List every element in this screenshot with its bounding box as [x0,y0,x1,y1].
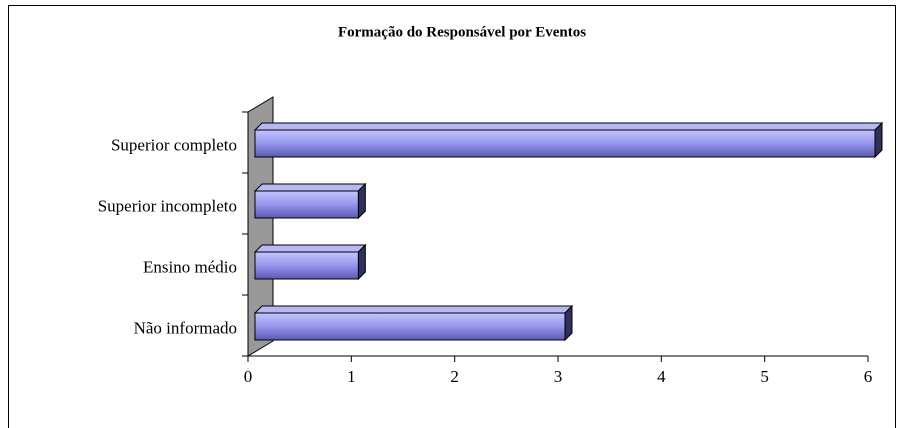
bar-top [253,305,574,314]
x-tick-label: 2 [450,367,459,386]
y-tick-label: Superior completo [111,135,237,154]
bar-top [253,122,884,131]
x-tick-label: 6 [864,367,873,386]
bar [254,129,876,158]
bar [254,251,359,280]
x-tick-label: 0 [244,367,253,386]
bar [254,190,359,219]
y-tick-label: Ensino médio [143,257,237,276]
y-tick-label: Não informado [134,318,237,337]
bar-top [253,183,367,192]
bar-top [253,244,367,253]
x-tick-label: 3 [554,367,563,386]
bar [254,312,566,341]
chart-frame [8,5,896,428]
chart-title: Formação do Responsável por Eventos [338,24,586,40]
x-tick-label: 5 [760,367,769,386]
x-tick-label: 4 [657,367,666,386]
y-tick-label: Superior incompleto [98,196,237,215]
x-tick-label: 1 [347,367,356,386]
